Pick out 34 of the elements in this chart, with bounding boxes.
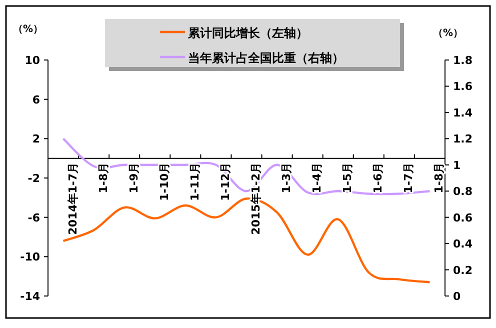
- x-tick-label: 1-7月: [402, 162, 416, 194]
- y2-tick-label: 0.2: [453, 264, 472, 277]
- y2-tick-label: 0.8: [453, 185, 472, 198]
- x-tick-label: 1-3月: [280, 162, 294, 194]
- y-tick-label: 10: [24, 54, 40, 67]
- y-tick-label: -6: [28, 211, 40, 224]
- x-tick-label: 1-6月: [372, 162, 385, 194]
- x-tick-label: 1-12月: [218, 162, 232, 201]
- y2-tick-label: 1.2: [453, 132, 472, 146]
- y-tick-label: 6: [32, 93, 40, 106]
- x-tick-label: 1-8月: [432, 162, 446, 194]
- y2-tick-label: 0: [453, 290, 461, 303]
- y2-axis-title: （%）: [432, 28, 464, 39]
- legend-label: 累计同比增长（左轴）: [187, 26, 308, 40]
- y2-tick-label: 0.4: [453, 238, 473, 251]
- x-tick-label: 2015年1-2月: [250, 162, 262, 235]
- x-tick-label: 1-4月: [310, 162, 324, 194]
- x-tick-label: 1-5月: [341, 162, 354, 194]
- y2-tick-label: 0.6: [453, 211, 473, 224]
- y2-tick-label: 1.8: [453, 54, 472, 67]
- legend-label: 当年累计占全国比重（右轴）: [188, 51, 344, 65]
- y2-tick-label: 1: [453, 158, 461, 172]
- y2-tick-label: 1.6: [453, 80, 473, 94]
- y2-tick-label: 1.4: [453, 106, 473, 120]
- x-tick-label: 1-8月: [96, 162, 110, 194]
- x-tick-label: 1-10月: [158, 162, 171, 201]
- y-tick-label: -10: [20, 250, 40, 264]
- x-tick-label: 1-9月: [127, 162, 140, 194]
- x-tick-label: 1-11月: [188, 162, 202, 201]
- y-axis-title: （%）: [12, 24, 44, 35]
- y-tick-label: 2: [32, 132, 40, 146]
- y-tick-label: -2: [28, 172, 40, 185]
- x-tick-label: 2014年1-7月: [66, 162, 80, 235]
- y-tick-label: -14: [20, 290, 40, 303]
